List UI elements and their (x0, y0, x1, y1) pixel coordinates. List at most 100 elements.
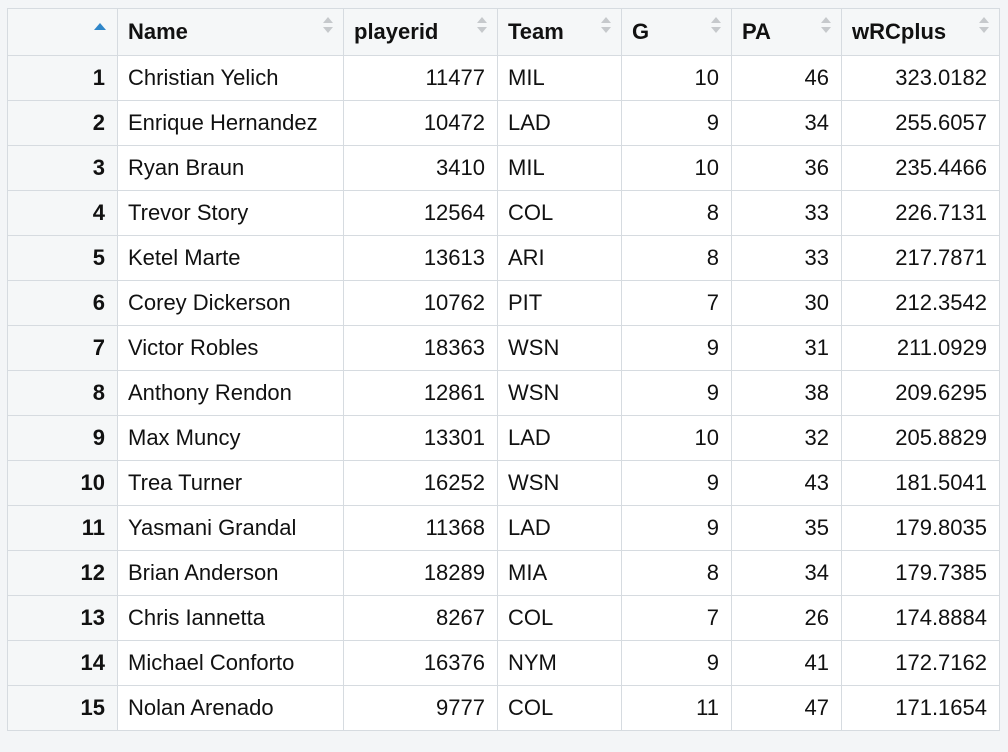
table-row[interactable]: 6 Corey Dickerson 10762 PIT 7 30 212.3542 (7, 280, 1000, 326)
cell-name: Brian Anderson (117, 550, 344, 596)
cell-pa: 31 (731, 325, 842, 371)
header-rownum[interactable] (7, 8, 118, 56)
cell-g: 9 (621, 100, 732, 146)
row-number: 8 (7, 370, 118, 416)
cell-team: WSN (497, 460, 622, 506)
table-row[interactable]: 12 Brian Anderson 18289 MIA 8 34 179.7385 (7, 550, 1000, 596)
table-row[interactable]: 2 Enrique Hernandez 10472 LAD 9 34 255.6057 (7, 100, 1000, 146)
cell-playerid: 16252 (343, 460, 498, 506)
cell-g: 9 (621, 325, 732, 371)
header-team[interactable]: Team (497, 8, 622, 56)
cell-pa: 32 (731, 415, 842, 461)
table-row[interactable]: 7 Victor Robles 18363 WSN 9 31 211.0929 (7, 325, 1000, 371)
sort-icon[interactable] (323, 15, 333, 37)
cell-g: 8 (621, 235, 732, 281)
cell-playerid: 18289 (343, 550, 498, 596)
cell-name: Christian Yelich (117, 55, 344, 101)
cell-playerid: 13301 (343, 415, 498, 461)
cell-pa: 35 (731, 505, 842, 551)
table-row[interactable]: 1 Christian Yelich 11477 MIL 10 46 323.0182 (7, 55, 1000, 101)
cell-team: PIT (497, 280, 622, 326)
table-row[interactable]: 11 Yasmani Grandal 11368 LAD 9 35 179.8035 (7, 505, 1000, 551)
cell-pa: 26 (731, 595, 842, 641)
cell-team: COL (497, 190, 622, 236)
cell-pa: 34 (731, 100, 842, 146)
cell-team: MIL (497, 55, 622, 101)
cell-wrcplus: 226.7131 (841, 190, 1000, 236)
header-label: Name (128, 19, 188, 44)
cell-name: Victor Robles (117, 325, 344, 371)
sort-icon[interactable] (601, 15, 611, 37)
header-label: G (632, 19, 650, 44)
table-row[interactable]: 9 Max Muncy 13301 LAD 10 32 205.8829 (7, 415, 1000, 461)
table-row[interactable]: 10 Trea Turner 16252 WSN 9 43 181.5041 (7, 460, 1000, 506)
header-name[interactable]: Name (117, 8, 344, 56)
table-row[interactable]: 15 Nolan Arenado 9777 COL 11 47 171.1654 (7, 685, 1000, 731)
cell-g: 8 (621, 190, 732, 236)
cell-playerid: 10762 (343, 280, 498, 326)
cell-team: LAD (497, 415, 622, 461)
cell-wrcplus: 211.0929 (841, 325, 1000, 371)
cell-pa: 30 (731, 280, 842, 326)
table-row[interactable]: 14 Michael Conforto 16376 NYM 9 41 172.7162 (7, 640, 1000, 686)
cell-name: Nolan Arenado (117, 685, 344, 731)
cell-wrcplus: 209.6295 (841, 370, 1000, 416)
table-body: 1 Christian Yelich 11477 MIL 10 46 323.0182 2 En… (7, 55, 1000, 731)
cell-pa: 33 (731, 235, 842, 281)
table-row[interactable]: 3 Ryan Braun 3410 MIL 10 36 235.4466 (7, 145, 1000, 191)
row-number: 6 (7, 280, 118, 326)
cell-wrcplus: 171.1654 (841, 685, 1000, 731)
cell-pa: 36 (731, 145, 842, 191)
cell-team: COL (497, 595, 622, 641)
header-wrcplus[interactable]: wRCplus (841, 8, 1000, 56)
sort-icon[interactable] (821, 15, 831, 37)
cell-wrcplus: 181.5041 (841, 460, 1000, 506)
table-row[interactable]: 5 Ketel Marte 13613 ARI 8 33 217.7871 (7, 235, 1000, 281)
table-row[interactable]: 13 Chris Iannetta 8267 COL 7 26 174.8884 (7, 595, 1000, 641)
cell-g: 8 (621, 550, 732, 596)
header-pa[interactable]: PA (731, 8, 842, 56)
sort-icon[interactable] (711, 15, 721, 37)
cell-g: 7 (621, 280, 732, 326)
header-g[interactable]: G (621, 8, 732, 56)
table-row[interactable]: 4 Trevor Story 12564 COL 8 33 226.7131 (7, 190, 1000, 236)
cell-team: MIA (497, 550, 622, 596)
cell-g: 10 (621, 55, 732, 101)
header-label: playerid (354, 19, 439, 44)
row-number: 3 (7, 145, 118, 191)
row-number: 15 (7, 685, 118, 731)
sort-ascending-icon[interactable] (94, 23, 106, 30)
cell-playerid: 9777 (343, 685, 498, 731)
header-label: Team (508, 19, 564, 44)
cell-g: 9 (621, 460, 732, 506)
row-number: 14 (7, 640, 118, 686)
cell-wrcplus: 179.8035 (841, 505, 1000, 551)
cell-name: Michael Conforto (117, 640, 344, 686)
row-number: 9 (7, 415, 118, 461)
cell-g: 11 (621, 685, 732, 731)
cell-playerid: 3410 (343, 145, 498, 191)
cell-g: 9 (621, 640, 732, 686)
data-table: Name playerid Team G PA (7, 8, 1000, 731)
row-number: 5 (7, 235, 118, 281)
row-number: 2 (7, 100, 118, 146)
cell-team: WSN (497, 370, 622, 416)
header-label: wRCplus (852, 19, 947, 44)
cell-wrcplus: 172.7162 (841, 640, 1000, 686)
cell-playerid: 13613 (343, 235, 498, 281)
cell-pa: 34 (731, 550, 842, 596)
cell-pa: 38 (731, 370, 842, 416)
cell-name: Ketel Marte (117, 235, 344, 281)
cell-name: Enrique Hernandez (117, 100, 344, 146)
cell-playerid: 11477 (343, 55, 498, 101)
cell-name: Corey Dickerson (117, 280, 344, 326)
table-row[interactable]: 8 Anthony Rendon 12861 WSN 9 38 209.6295 (7, 370, 1000, 416)
cell-name: Trevor Story (117, 190, 344, 236)
cell-wrcplus: 212.3542 (841, 280, 1000, 326)
sort-icon[interactable] (979, 15, 989, 37)
header-playerid[interactable]: playerid (343, 8, 498, 56)
sort-icon[interactable] (477, 15, 487, 37)
cell-g: 10 (621, 415, 732, 461)
cell-playerid: 8267 (343, 595, 498, 641)
